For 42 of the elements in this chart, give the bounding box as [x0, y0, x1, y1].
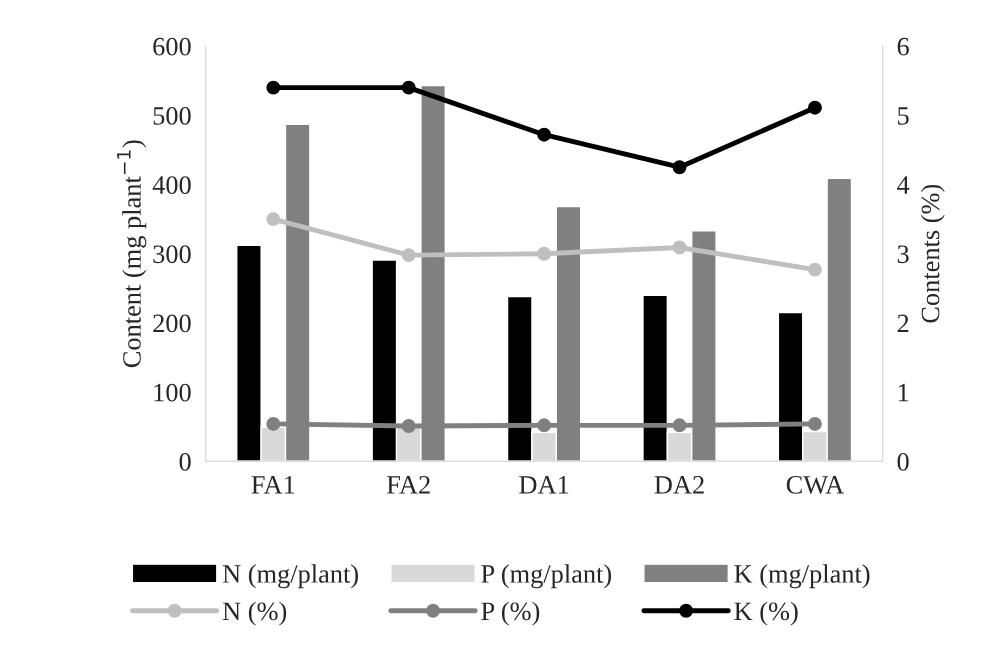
y2-axis-title: Contents (%) — [920, 184, 945, 323]
y2-tick-label: 2 — [897, 314, 909, 333]
x-tick-label: FA1 — [251, 476, 295, 494]
point — [672, 160, 687, 175]
legend-label: P (mg/plant) — [481, 564, 612, 589]
legend-label: N (mg/plant) — [222, 564, 358, 589]
y2-tick-label: 4 — [897, 176, 910, 194]
point — [401, 248, 416, 263]
point — [537, 418, 552, 433]
y2-tick-label: 1 — [898, 383, 909, 402]
legend-label: N (%) — [222, 601, 287, 626]
point — [266, 416, 281, 431]
legend-label: K (mg/plant) — [734, 564, 870, 589]
y-tick-label: 100 — [154, 383, 191, 402]
point — [537, 127, 552, 142]
point — [807, 100, 822, 115]
point — [266, 212, 281, 227]
point — [807, 416, 822, 431]
y2-tick-label: 0 — [897, 452, 909, 471]
y-tick-label: 600 — [153, 37, 191, 56]
point — [266, 80, 281, 95]
legend-label: P (%) — [481, 601, 540, 626]
y-tick-label: 400 — [152, 176, 191, 194]
x-tick-label: DA1 — [519, 476, 569, 494]
x-tick-label: FA2 — [386, 476, 430, 494]
x-tick-label: DA2 — [654, 476, 704, 494]
y-tick-label: 200 — [153, 314, 191, 333]
y-tick-label: 300 — [153, 245, 191, 264]
y2-tick-label: 3 — [897, 245, 909, 264]
y2-tick-label: 6 — [897, 37, 909, 56]
point — [672, 240, 687, 255]
y2-tick-label: 5 — [898, 107, 909, 125]
x-tick-label: CWA — [786, 476, 845, 494]
point — [401, 419, 416, 433]
point — [537, 246, 552, 261]
point — [807, 262, 822, 277]
y-axis-title: Content (mg plant$^{−1}$) — [117, 140, 147, 368]
point — [672, 418, 687, 433]
legend-label: K (%) — [734, 601, 798, 626]
y-tick-label: 0 — [179, 452, 191, 471]
point — [401, 80, 416, 95]
y-tick-label: 500 — [153, 106, 191, 125]
